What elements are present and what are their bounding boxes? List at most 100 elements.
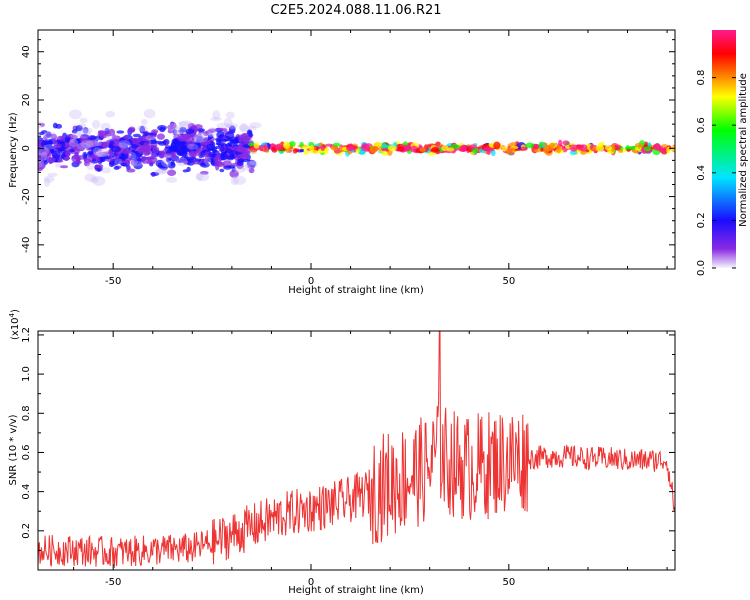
spectrogram-cell [121,139,130,145]
spectrogram-cell [615,144,622,150]
spectrogram-cell [43,144,57,150]
spectrogram-cell [56,139,61,144]
spectrogram-cell [169,122,177,130]
spectrogram-cell [575,146,583,150]
spectrogram-cell [161,158,171,168]
spectrogram-cell [543,146,549,154]
spectrogram-cell [156,133,165,140]
spectrogram-cell [381,148,390,152]
spectrogram-cell [355,148,360,154]
spectrogram-cell [493,141,501,150]
spectrogram-cell [234,136,239,144]
spectrogram-cell [73,138,83,144]
y-tick-label: 0.2 [21,523,32,539]
spectrogram-cell [148,158,153,164]
colorbar-label: Normalized spectral amplitude [738,73,749,227]
spectrogram-cell [79,117,88,124]
spectrogram-cell [208,151,216,158]
spectrogram-cell [92,176,106,186]
spectrogram-cell [195,136,204,142]
spectrogram-panel: -50 0 50 -40 -20 0 20 40 Height of straight lin… [8,29,676,296]
spectrogram-cell [219,168,225,173]
spectrogram-cell [143,131,148,136]
spectrogram-cell [172,131,179,139]
spectrogram-cell [241,164,252,171]
spectrogram-cell [285,147,291,153]
spectrogram-cell [360,143,370,152]
spectrogram-cell [140,156,150,164]
snr-axes: -50 0 50 0.2 0.4 0.6 0.8 1.0 1.2 [21,327,675,588]
spectrogram-cell [501,145,508,152]
spectrogram-cell [197,128,206,133]
spectrogram-cell [78,129,92,139]
spectrogram-cell [223,117,233,128]
spectrogram-cell [206,157,214,163]
spectrogram-cell [145,134,151,143]
spectrogram-cell [214,160,223,166]
spectrogram-cell [369,145,379,153]
spectrogram-cell [195,172,204,181]
spectrogram-cell [85,146,92,151]
spectrogram-cell [556,145,562,153]
spectrogram-cell [75,160,82,165]
spectrogram-cell [99,130,108,139]
spectrogram-cell [510,141,516,146]
spectrogram-cell [43,131,57,140]
spectrogram-cell [157,125,167,131]
spectrogram-cell [441,145,449,152]
spectrogram-cell [108,160,115,168]
spectrogram-cell [69,134,78,140]
spectrogram-cell [579,144,588,152]
spectrogram-cell [245,160,258,169]
spectrogram-cell [570,147,578,152]
colorbar-gradient [712,30,736,268]
colorbar-tick-label: 0.4 [696,165,707,181]
spectrogram-cell [459,146,467,152]
spectrogram-cell [212,110,221,120]
spectrogram-cell [204,156,211,166]
spectrogram-cell [65,150,71,157]
spectrogram-cell [157,161,167,170]
spectrogram-cell [595,145,605,152]
spectrogram-cell [152,146,160,154]
spectrogram-cell [172,128,178,136]
spectrogram-cell [129,157,138,167]
spectrogram-cell [98,141,108,147]
spectrogram-cell [76,142,90,150]
spectrogram-cell [468,144,478,150]
spectrogram-cell [207,127,217,137]
spectrogram-cell [199,161,210,168]
spectrogram-cell [47,156,56,164]
spectrogram-cell [225,111,235,119]
spectrogram-cell [113,165,120,170]
spectrogram-cell [666,146,671,154]
snr-panel: -50 0 50 0.2 0.4 0.6 0.8 1.0 1.2 (x104) Height o… [8,309,676,596]
spectrogram-cell [68,138,79,148]
y-tick-label: 0.8 [21,405,32,421]
spectrogram-cell [274,144,283,151]
spectrogram-cell [163,153,173,159]
spectrogram-cell [141,118,148,125]
spectrogram-cell [142,142,150,150]
spectrogram-cell [74,153,80,160]
spectrogram-cell [381,143,387,148]
spectrogram-frame [37,29,676,270]
spectrogram-cell [97,152,109,157]
spectrogram-cell [199,170,209,175]
spectrogram-cell [661,144,668,148]
spectrogram-cell [430,148,440,153]
spectrogram-cell [69,109,82,120]
snr-xlabel: Height of straight line (km) [288,585,424,596]
spectrogram-axes: -50 0 50 -40 -20 0 20 40 [21,30,675,287]
spectrogram-cell [81,127,93,134]
spectrogram-cell [249,160,257,166]
spectrogram-cell [580,150,587,155]
spectrogram-cell [248,167,255,174]
spectrogram-cell [130,150,137,159]
spectrogram-cell [156,168,170,174]
spectrogram-cell [87,135,97,140]
spectrogram-cell [56,159,64,163]
spectrogram-cell [86,162,95,171]
spectrogram-cell [154,168,167,175]
spectrogram-cell [167,128,173,134]
